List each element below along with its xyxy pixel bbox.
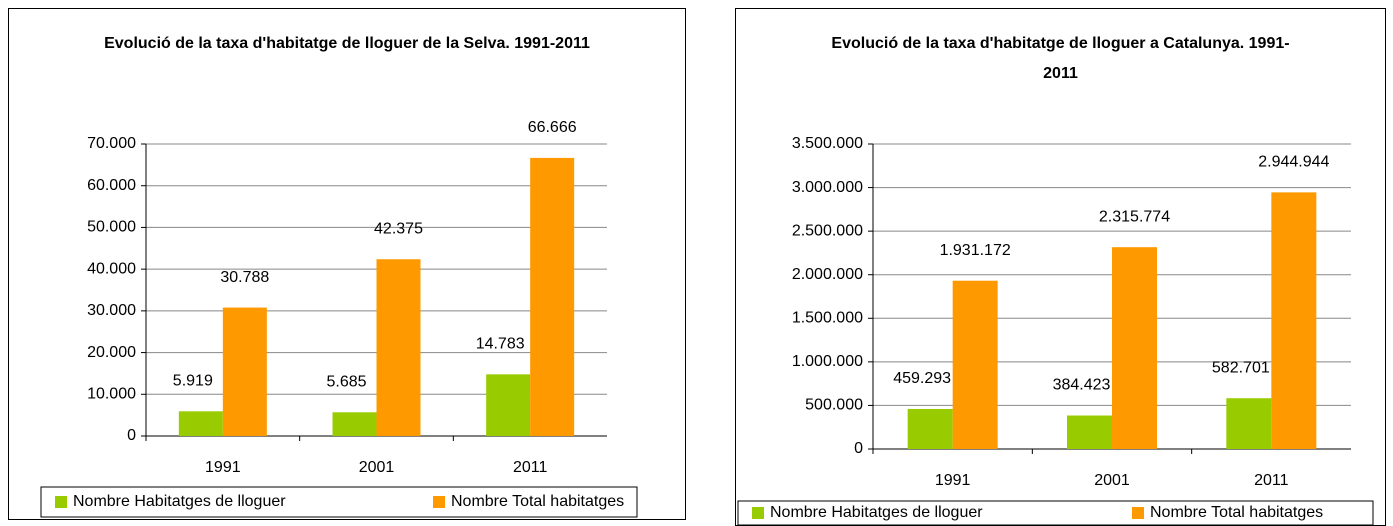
y-tick-label: 0 xyxy=(854,440,863,457)
bar xyxy=(1271,192,1317,449)
bar xyxy=(1226,398,1272,449)
y-tick-label: 2.000.000 xyxy=(792,266,863,283)
y-tick-label: 1.000.000 xyxy=(792,353,863,370)
bar xyxy=(376,259,421,436)
data-label: 2.315.774 xyxy=(1099,208,1170,225)
y-tick-label: 20.000 xyxy=(87,344,136,361)
y-tick-label: 30.000 xyxy=(87,302,136,319)
y-tick-label: 70.000 xyxy=(87,135,136,152)
data-label: 42.375 xyxy=(374,220,423,237)
bar xyxy=(178,411,223,436)
data-label: 459.293 xyxy=(893,370,951,387)
y-tick-label: 1.500.000 xyxy=(792,310,863,327)
legend-swatch xyxy=(55,496,67,508)
legend-swatch xyxy=(752,507,764,519)
legend-label: Nombre Habitatges de lloguer xyxy=(770,504,983,521)
chart: 0 10.000 20.000 30.000 40.000 50.000 60.000 70.… xyxy=(40,119,638,518)
x-tick-label: 2011 xyxy=(1254,472,1289,489)
x-tick-label: 2011 xyxy=(513,459,548,476)
data-label: 5.919 xyxy=(173,373,213,390)
bar xyxy=(952,280,998,449)
bar xyxy=(222,307,267,436)
data-label: 1.931.172 xyxy=(940,242,1011,259)
bar xyxy=(1112,247,1157,449)
y-tick-label: 3.500.000 xyxy=(792,135,863,152)
legend-box xyxy=(737,500,1374,525)
chart-panel: Evolució de la taxa d'habitatge de llogu… xyxy=(8,8,686,520)
bar xyxy=(1067,415,1112,449)
data-label: 582.701 xyxy=(1212,359,1270,376)
bar xyxy=(530,157,575,437)
chart-title: Evolució de la taxa d'habitatge de llogu… xyxy=(104,35,590,52)
chart-title: Evolució de la taxa d'habitatge de llogu… xyxy=(831,35,1290,82)
x-tick-label: 2001 xyxy=(359,459,395,476)
y-tick-label: 40.000 xyxy=(87,260,136,277)
legend-label: Nombre Total habitatges xyxy=(1150,504,1323,521)
legend-label: Nombre Total habitatges xyxy=(451,493,624,510)
legend-swatch xyxy=(433,496,445,508)
y-tick-label: 10.000 xyxy=(87,386,136,403)
bar xyxy=(332,412,377,436)
data-label: 30.788 xyxy=(220,269,269,286)
y-tick-label: 3.000.000 xyxy=(792,179,863,196)
x-tick-label: 1991 xyxy=(205,459,241,476)
y-tick-label: 60.000 xyxy=(87,177,136,194)
legend-label: Nombre Habitatges de lloguer xyxy=(73,493,286,510)
chart: 0 500.000 1.000.000 1.500.000 2.000.000 2.500… xyxy=(737,135,1374,525)
y-tick-label: 50.000 xyxy=(87,219,136,236)
x-tick-label: 2001 xyxy=(1094,472,1130,489)
legend-swatch xyxy=(1132,507,1144,519)
y-tick-label: 2.500.000 xyxy=(792,222,863,239)
y-tick-label: 0 xyxy=(127,427,136,444)
y-tick-label: 500.000 xyxy=(805,397,863,414)
data-label: 384.423 xyxy=(1053,377,1111,394)
data-label: 5.685 xyxy=(326,374,366,391)
data-label: 14.783 xyxy=(476,336,525,353)
bar xyxy=(486,374,531,436)
bar xyxy=(907,408,953,449)
chart-panel: Evolució de la taxa d'habitatge de llogu… xyxy=(735,8,1386,526)
legend-box xyxy=(40,486,638,518)
data-label: 66.666 xyxy=(528,119,577,136)
data-label: 2.944.944 xyxy=(1258,154,1329,171)
x-tick-label: 1991 xyxy=(935,472,971,489)
